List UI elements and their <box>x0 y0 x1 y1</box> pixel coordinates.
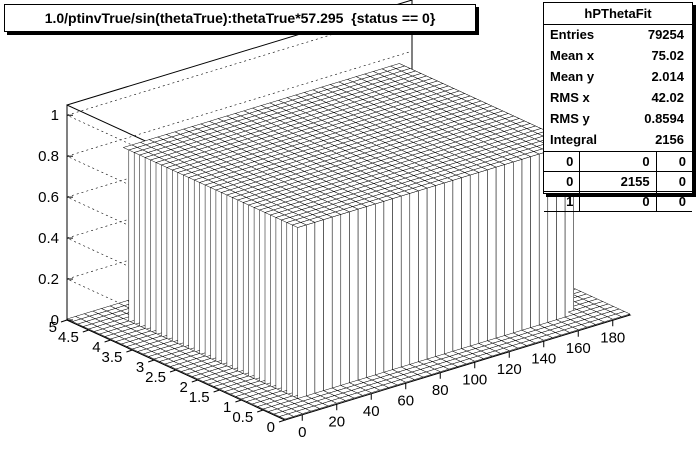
x-tick-label: 160 <box>566 340 591 357</box>
stats-value: 75.02 <box>651 48 684 63</box>
stats-grid-cell: 1 <box>544 191 581 212</box>
y-tick-label: 2.5 <box>145 369 166 386</box>
lego-bar <box>472 166 489 345</box>
x-tick-label: 100 <box>462 371 487 388</box>
x-tick-label: 140 <box>531 350 556 367</box>
z-tick-label: 1 <box>51 107 59 124</box>
stats-label: Mean x <box>550 48 595 63</box>
y-tick-mark <box>82 329 89 333</box>
z-tick-label: 0.8 <box>38 148 59 165</box>
x-tick-label: 0 <box>298 424 306 441</box>
stats-value: 79254 <box>647 27 684 42</box>
lego-bar <box>369 198 385 377</box>
stats-name: hPThetaFit <box>544 3 692 25</box>
axis-ticks: 00.20.40.60.8102040608010012014016018000… <box>38 107 625 441</box>
z-grid-line <box>66 50 413 257</box>
y-tick-label: 2 <box>179 379 187 396</box>
stats-grid-cell: 0 <box>655 151 692 172</box>
stats-row-rms-x: RMS x 42.02 <box>544 88 692 109</box>
y-tick-label: 4.5 <box>58 329 79 346</box>
stats-grid-cell: 0 <box>579 151 657 172</box>
y-tick-mark <box>213 389 220 393</box>
y-tick-label: 3 <box>136 359 144 376</box>
lego-bar <box>343 206 359 385</box>
y-tick-label: 1 <box>223 399 231 416</box>
y-tick-label: 5 <box>49 319 57 336</box>
stats-grid-row: 0 0 0 <box>544 151 692 172</box>
y-tick-mark <box>191 379 198 383</box>
stats-row-rms-y: RMS y 0.8594 <box>544 109 692 130</box>
lego-bar <box>464 169 480 348</box>
y-tick-mark <box>126 349 133 353</box>
stats-label: RMS y <box>550 111 590 126</box>
stats-value: 2.014 <box>651 69 684 84</box>
lego-bars <box>66 63 631 420</box>
stats-grid-row: 1 0 0 <box>544 191 692 212</box>
lego-bar <box>308 216 325 395</box>
stats-row-integral: Integral 2156 <box>544 130 692 151</box>
stats-overflow-grid: 0 0 0 0 2155 0 1 0 0 <box>544 151 692 212</box>
lego-bar <box>524 151 540 329</box>
z-tick-label: 0 <box>51 312 59 329</box>
z-tick-label: 0.2 <box>38 271 59 288</box>
lego-bar <box>507 156 523 335</box>
y-tick-mark <box>169 369 177 373</box>
y-tick-label: 0.5 <box>232 409 253 426</box>
lego-bar <box>334 208 351 387</box>
stats-label: Entries <box>550 27 595 42</box>
x-tick-label: 80 <box>432 382 449 399</box>
stats-grid-cell: 0 <box>655 191 692 212</box>
y-tick-mark <box>148 359 155 363</box>
stats-grid-cell: 0 <box>579 191 657 212</box>
z-grid-line <box>66 9 413 216</box>
lego-bar <box>498 159 515 337</box>
y-tick-mark <box>257 409 264 413</box>
stats-label: Integral <box>550 132 597 147</box>
stats-value: 0.8594 <box>644 111 684 126</box>
stats-row-mean-y: Mean y 2.014 <box>544 67 692 88</box>
stats-row-entries: Entries 79254 <box>544 25 692 46</box>
z-tick-label: 0.6 <box>38 189 59 206</box>
stats-label: Mean y <box>550 69 595 84</box>
x-tick-label: 60 <box>397 392 414 409</box>
lego-bar <box>429 180 446 358</box>
lego-bar <box>377 195 394 374</box>
stats-grid-cell: 0 <box>544 171 581 192</box>
stats-value: 42.02 <box>651 90 684 105</box>
y-tick-mark <box>60 319 68 323</box>
y-tick-mark <box>235 399 242 403</box>
stats-box: hPThetaFit Entries 79254 Mean x 75.02 Mean… <box>543 2 693 212</box>
stats-row-mean-x: Mean x 75.02 <box>544 46 692 67</box>
lego-bar <box>446 174 463 353</box>
x-tick-label: 40 <box>363 403 380 420</box>
stats-grid-cell: 0 <box>655 171 692 192</box>
lego-bar <box>386 193 402 371</box>
stats-grid-cell: 0 <box>544 151 581 172</box>
stats-grid-row: 0 2155 0 <box>544 171 692 192</box>
lego-bar <box>395 190 411 369</box>
stats-value: 2156 <box>655 132 684 147</box>
z-tick-label: 0.4 <box>38 230 59 247</box>
y-tick-mark <box>278 419 286 423</box>
x-tick-label: 180 <box>600 329 625 346</box>
lego-bar <box>455 172 471 350</box>
y-tick-mark <box>104 339 111 343</box>
y-tick-label: 3.5 <box>102 349 123 366</box>
y-tick-label: 4 <box>92 339 100 356</box>
lego-bar <box>615 311 631 317</box>
y-tick-label: 0 <box>267 419 275 436</box>
stats-grid-cell: 2155 <box>579 171 657 192</box>
y-tick-label: 1.5 <box>189 389 210 406</box>
x-tick-label: 20 <box>328 413 345 430</box>
plot-title: 1.0/ptinvTrue/sin(thetaTrue):thetaTrue*5… <box>4 4 476 32</box>
lego-bar <box>438 177 454 356</box>
x-tick-label: 120 <box>497 361 522 378</box>
stats-label: RMS x <box>550 90 590 105</box>
